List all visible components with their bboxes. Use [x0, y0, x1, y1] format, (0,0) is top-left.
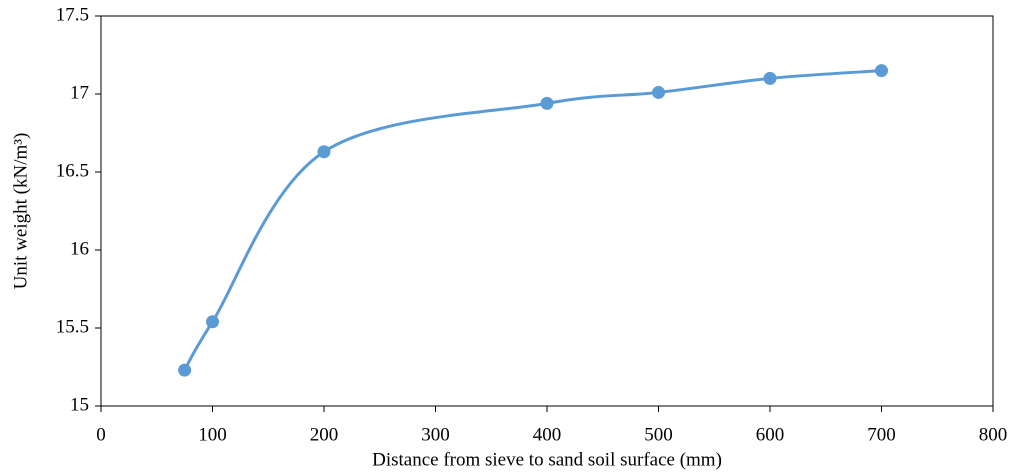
x-tick-label: 800	[979, 424, 1008, 445]
data-point	[763, 71, 777, 85]
data-point	[206, 315, 219, 329]
series-line	[183, 69, 882, 371]
y-tick-label: 15.5	[56, 316, 89, 337]
data-point	[652, 85, 665, 99]
x-tick-label: 500	[644, 424, 673, 445]
x-tick-label: 200	[310, 424, 339, 445]
data-point	[178, 363, 192, 377]
x-tick-label: 600	[756, 424, 785, 445]
y-tick-label: 17	[70, 82, 89, 103]
y-tick-label: 16	[70, 238, 89, 259]
data-point	[875, 64, 888, 78]
data-point	[317, 145, 331, 159]
plot-frame	[100, 15, 994, 407]
x-tick-label: 0	[96, 424, 106, 445]
data-point	[540, 96, 554, 110]
x-tick-label: 700	[867, 424, 896, 445]
y-tick-label: 16.5	[56, 160, 89, 181]
x-axis-title: Distance from sieve to sand soil surface…	[372, 449, 722, 470]
y-tick-label: 15	[70, 394, 89, 415]
y-tick-label: 17.5	[56, 4, 89, 25]
x-tick-label: 400	[533, 424, 562, 445]
x-tick-label: 300	[421, 424, 450, 445]
y-axis-title: Unit weight (kN/m³)	[10, 133, 31, 290]
x-tick-label: 100	[198, 424, 227, 445]
